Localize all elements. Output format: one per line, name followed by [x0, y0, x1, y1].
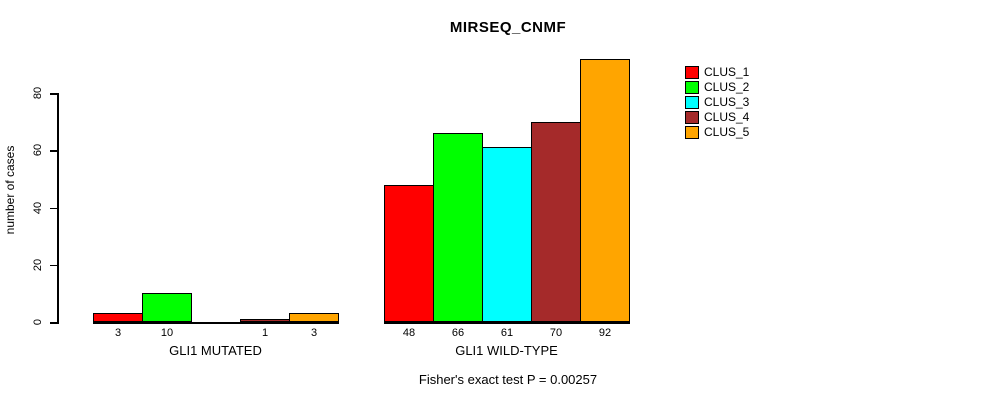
y-axis-line	[57, 93, 59, 324]
footer-caption: Fisher's exact test P = 0.00257	[418, 372, 598, 387]
bar-clus_4-gli1-wild-type	[531, 122, 581, 322]
legend-item: CLUS_3	[685, 95, 795, 110]
legend-label: CLUS_2	[704, 80, 750, 94]
legend-item: CLUS_1	[685, 65, 795, 80]
legend-swatch-clus_4	[685, 111, 699, 124]
bar-clus_5-gli1-wild-type	[580, 59, 630, 322]
y-axis-tick	[50, 322, 57, 324]
bar-clus_1-gli1-wild-type	[384, 185, 434, 322]
legend-swatch-clus_1	[685, 66, 699, 79]
x-baseline	[93, 322, 339, 324]
bar-clus_4-gli1-mutated	[240, 319, 290, 322]
y-axis-tick	[50, 150, 57, 152]
bar-value-label: 70	[549, 327, 563, 339]
bar-value-label: 92	[598, 327, 612, 339]
bar-value-label: 10	[160, 327, 174, 339]
y-axis-tick-label: 20	[32, 258, 44, 271]
legend: CLUS_1 CLUS_2 CLUS_3 CLUS_4 CLUS_5	[685, 65, 795, 145]
y-axis-tick	[50, 264, 57, 267]
bar-clus_1-gli1-mutated	[93, 313, 143, 322]
chart-title: MIRSEQ_CNMF	[449, 19, 567, 36]
y-axis-tick	[50, 93, 57, 95]
legend-label: CLUS_5	[704, 125, 750, 139]
x-group-label: GLI1 MUTATED	[169, 343, 262, 358]
y-axis-tick	[50, 207, 57, 209]
legend-label: CLUS_1	[704, 65, 750, 79]
legend-swatch-clus_2	[685, 81, 699, 94]
bar-clus_2-gli1-wild-type	[433, 133, 483, 322]
y-axis-tick-label: 80	[32, 86, 44, 100]
x-group-label: GLI1 WILD-TYPE	[455, 343, 558, 358]
legend-label: CLUS_4	[704, 110, 750, 124]
bar-value-label: 61	[500, 327, 514, 339]
legend-label: CLUS_3	[704, 95, 750, 109]
y-axis-label: number of cases	[3, 145, 17, 235]
bar-clus_3-gli1-wild-type	[482, 147, 532, 322]
legend-swatch-clus_3	[685, 96, 699, 109]
bar-value-label: 1	[261, 327, 269, 339]
bar-clus_5-gli1-mutated	[289, 313, 339, 322]
bar-value-label: 3	[310, 327, 318, 339]
y-axis-tick-label: 60	[32, 144, 44, 157]
y-axis-tick-label: 0	[32, 318, 44, 326]
y-axis-tick-label: 40	[32, 201, 44, 214]
legend-item: CLUS_4	[685, 110, 795, 125]
legend-item: CLUS_2	[685, 80, 795, 95]
x-baseline	[384, 322, 630, 324]
bar-value-label: 3	[114, 327, 122, 339]
legend-swatch-clus_5	[685, 126, 699, 139]
bar-value-label: 66	[451, 327, 465, 339]
bar-clus_2-gli1-mutated	[142, 293, 192, 322]
legend-item: CLUS_5	[685, 125, 795, 140]
bar-value-label: 48	[402, 327, 416, 339]
